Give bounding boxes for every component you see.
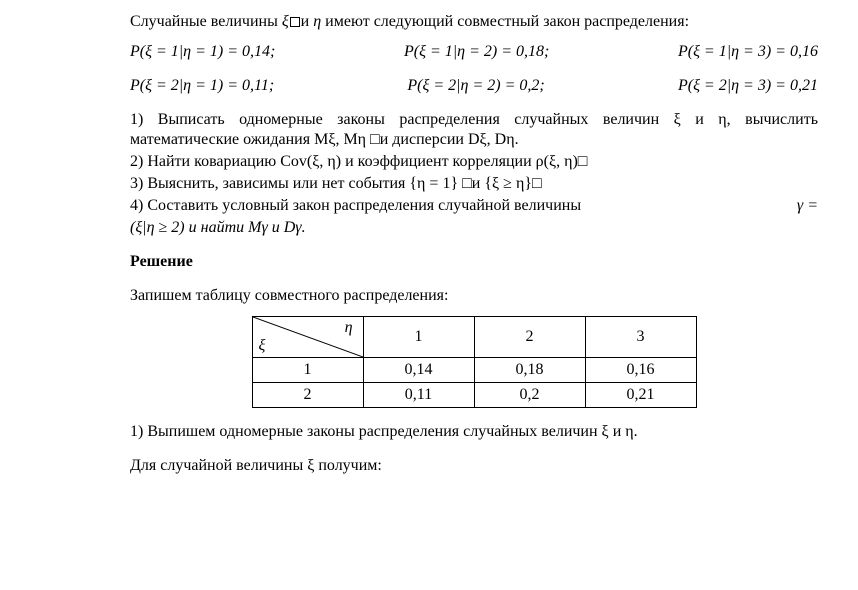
- table-row: 1 0,14 0,18 0,16: [252, 358, 696, 383]
- task-4-line: 4) Составить условный закон распределени…: [130, 196, 818, 216]
- placeholder-box: [290, 17, 300, 27]
- col-header-2: 2: [474, 317, 585, 358]
- table-row: 2 0,11 0,2 0,21: [252, 383, 696, 408]
- after-p1: 1) Выпишем одномерные законы распределен…: [130, 422, 818, 442]
- eta-symbol: η: [313, 13, 321, 30]
- task-3: 3) Выяснить, зависимы или нет события {η…: [130, 174, 818, 194]
- task-4a: 4) Составить условный закон распределени…: [130, 196, 581, 216]
- solution-p1: Запишем таблицу совместного распределени…: [130, 286, 818, 306]
- eq-2-3: P(ξ = 2|η = 3) = 0,21: [678, 76, 818, 96]
- intro-text-a: Случайные величины: [130, 13, 282, 30]
- table-diag-cell: η ξ: [252, 317, 363, 358]
- eq-1-3: P(ξ = 1|η = 3) = 0,16: [678, 42, 818, 62]
- xi-symbol: ξ: [282, 13, 289, 30]
- solution-heading: Решение: [130, 252, 818, 272]
- task-2: 2) Найти ковариацию Cov(ξ, η) и коэффици…: [130, 152, 818, 172]
- row-header-2: 2: [252, 383, 363, 408]
- cell: 0,11: [363, 383, 474, 408]
- cell: 0,21: [585, 383, 696, 408]
- cell: 0,18: [474, 358, 585, 383]
- task-1: 1) Выписать одномерные законы распределе…: [130, 110, 818, 150]
- col-header-3: 3: [585, 317, 696, 358]
- eq-2-2: P(ξ = 2|η = 2) = 0,2;: [407, 76, 544, 96]
- equation-row-2: P(ξ = 2|η = 1) = 0,11; P(ξ = 2|η = 2) = …: [130, 76, 818, 96]
- after-p2-text: Для случайной величины ξ получим:: [130, 457, 382, 474]
- eq-2-1: P(ξ = 2|η = 1) = 0,11;: [130, 76, 274, 96]
- intro-text-c: имеют следующий совместный закон распред…: [321, 13, 689, 30]
- intro-text-b: и: [301, 13, 314, 30]
- after-p2: Для случайной величины ξ получим:: [130, 456, 818, 476]
- page: Случайные величины ξи η имеют следующий …: [0, 0, 858, 590]
- diag-eta: η: [345, 318, 353, 338]
- eq-1-1: P(ξ = 1|η = 1) = 0,14;: [130, 42, 275, 62]
- cell: 0,16: [585, 358, 696, 383]
- joint-distribution-table: η ξ 1 2 3 1 0,14 0,18 0,16 2 0,11 0,2 0,…: [252, 316, 697, 408]
- task-list: 1) Выписать одномерные законы распределе…: [130, 110, 818, 238]
- cell: 0,2: [474, 383, 585, 408]
- cell: 0,14: [363, 358, 474, 383]
- col-header-1: 1: [363, 317, 474, 358]
- task-4b: γ =: [797, 196, 818, 216]
- after-p1-text: 1) Выпишем одномерные законы распределен…: [130, 423, 638, 440]
- table-header-row: η ξ 1 2 3: [252, 317, 696, 358]
- task-5: (ξ|η ≥ 2) и найти Mγ и Dγ.: [130, 218, 818, 238]
- row-header-1: 1: [252, 358, 363, 383]
- diag-xi: ξ: [259, 336, 266, 356]
- intro-paragraph: Случайные величины ξи η имеют следующий …: [130, 12, 818, 32]
- equation-row-1: P(ξ = 1|η = 1) = 0,14; P(ξ = 1|η = 2) = …: [130, 42, 818, 62]
- eq-1-2: P(ξ = 1|η = 2) = 0,18;: [404, 42, 549, 62]
- task-5-text: (ξ|η ≥ 2) и найти Mγ и Dγ.: [130, 219, 306, 236]
